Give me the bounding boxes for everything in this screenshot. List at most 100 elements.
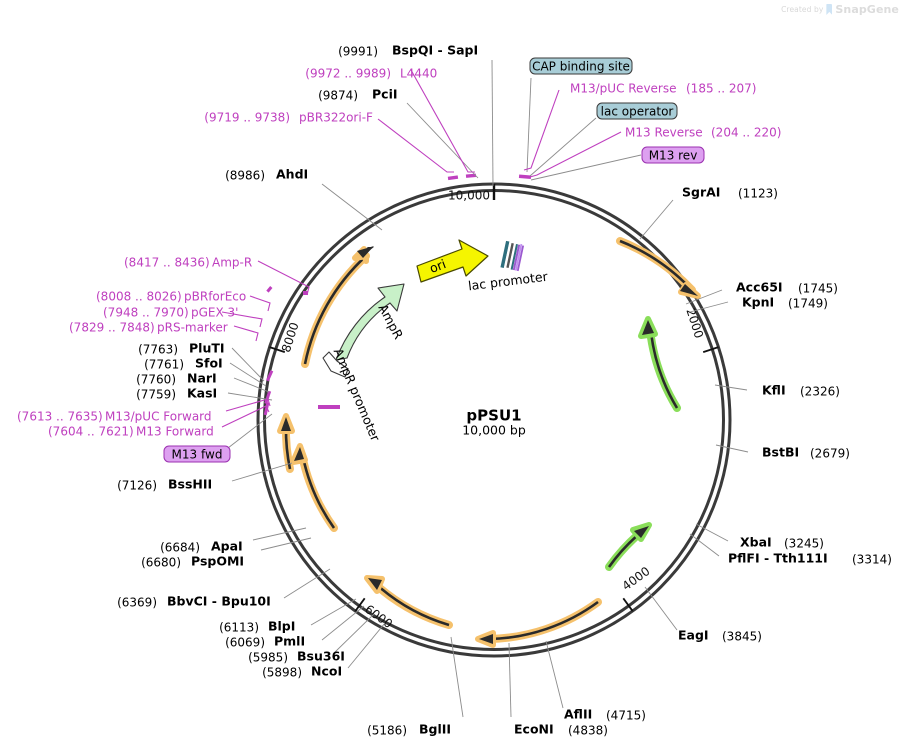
- feature-ampr-promoter[interactable]: AmpR promoter: [322, 346, 384, 444]
- primer-label-pbrforeco[interactable]: pBRforEco: [184, 290, 246, 304]
- enzyme-name-bsshii[interactable]: BssHII: [168, 477, 212, 492]
- snapgene-flag-icon: [826, 4, 833, 15]
- enzyme-position-blpi: (6113): [219, 621, 259, 635]
- enzyme-name-bbvci-bpu10i[interactable]: BbvCI - Bpu10I: [167, 594, 271, 609]
- enzyme-position-pmli: (6069): [225, 636, 265, 650]
- enzyme-name-xbai[interactable]: XbaI: [740, 535, 772, 550]
- enzyme-name-kpni[interactable]: KpnI: [742, 295, 774, 310]
- enzyme-position-bstbi: (2679): [810, 447, 850, 461]
- enzyme-position-kpni: (1749): [788, 297, 828, 311]
- enzyme-name-bspqi[interactable]: BspQI - SapI: [392, 43, 478, 58]
- enzyme-name-pmli[interactable]: PmlI: [274, 634, 305, 649]
- feature-label-ampr: AmpR: [375, 302, 406, 342]
- primer-label-m13-puc-forward[interactable]: M13/pUC Forward: [105, 410, 212, 424]
- primer-range-pbrforeco: (8008 .. 8026): [96, 290, 182, 304]
- label-group-lower-left: (5898) NcoI (5985) Bsu36I (6069) PmlI (6…: [117, 477, 345, 680]
- boxed-feature-label-cap: CAP binding site: [532, 60, 630, 74]
- primer-range-pbr322ori-f: (9719 .. 9738): [204, 111, 290, 125]
- primer-label-pbr322ori-f[interactable]: pBR322ori-F: [299, 111, 373, 125]
- enzyme-position-sgrai: (1123): [738, 187, 778, 201]
- enzyme-position-pluti: (7763): [138, 343, 178, 357]
- enzyme-name-ncoi[interactable]: NcoI: [311, 664, 342, 679]
- primer-label-m13-reverse[interactable]: M13 Reverse: [625, 126, 703, 140]
- primer-label-prs-marker[interactable]: pRS-marker: [157, 321, 228, 335]
- boxed-feature-label-m13-fwd: M13 fwd: [172, 448, 223, 462]
- boxed-feature-cap-binding-site[interactable]: CAP binding site: [529, 57, 633, 75]
- primer-label-l4440[interactable]: L4440: [400, 67, 437, 81]
- tick-label-origin: 10,000: [448, 189, 490, 203]
- tick-label-8000: 8000: [279, 321, 302, 354]
- leader-lines: [221, 59, 749, 718]
- primer-label-m13-puc-reverse[interactable]: M13/pUC Reverse: [570, 82, 677, 96]
- watermark-created-by-label: Created by: [781, 5, 824, 14]
- boxed-feature-lac-operator[interactable]: lac operator: [596, 102, 678, 120]
- enzyme-name-blpi[interactable]: BlpI: [268, 619, 295, 634]
- enzyme-position-eagi: (3845): [722, 630, 762, 644]
- primer-range-l4440: (9972 .. 9989): [305, 67, 391, 81]
- primer-range-pgex3: (7948 .. 7970): [103, 306, 189, 320]
- label-group-right: Acc65I (1745) KpnI (1749) KflI (2326) Bs…: [678, 280, 892, 644]
- primer-label-amp-r[interactable]: Amp-R: [212, 256, 252, 270]
- enzyme-position-pflfi-tth111i: (3314): [852, 553, 892, 567]
- enzyme-name-bsu36i[interactable]: Bsu36I: [297, 649, 345, 664]
- enzyme-position-bbvci-bpu10i: (6369): [117, 596, 157, 610]
- enzyme-position-pspomi: (6680): [141, 556, 181, 570]
- enzyme-name-pluti[interactable]: PluTI: [189, 341, 225, 356]
- enzyme-name-aflii[interactable]: AflII: [564, 707, 592, 722]
- enzyme-name-sfoi[interactable]: SfoI: [195, 356, 223, 371]
- enzyme-name-sgrai[interactable]: SgrAI: [682, 185, 720, 200]
- enzyme-name-bglii[interactable]: BglII: [419, 722, 451, 737]
- enzyme-name-apai[interactable]: ApaI: [211, 539, 243, 554]
- enzyme-name-nari[interactable]: NarI: [187, 371, 217, 386]
- enzyme-position-bsu36i: (5985): [248, 651, 288, 665]
- primer-range-amp-r: (8417 .. 8436): [124, 256, 210, 270]
- primer-range-m13-forward: (7604 .. 7621): [48, 425, 134, 439]
- feature-lac-promoter[interactable]: lac promoter: [467, 240, 549, 294]
- boxed-feature-m13-fwd[interactable]: M13 fwd: [163, 445, 231, 463]
- boxed-feature-m13-rev[interactable]: M13 rev: [641, 146, 705, 164]
- enzyme-name-pflfi-tth111i[interactable]: PflFI - Tth111I: [728, 551, 828, 566]
- enzyme-position-bsshii: (7126): [117, 479, 157, 493]
- green-feature-arrows: [605, 316, 681, 571]
- enzyme-position-sfoi: (7761): [144, 358, 184, 372]
- enzyme-name-bstbi[interactable]: BstBI: [762, 445, 799, 460]
- feature-ori[interactable]: ori: [416, 239, 489, 283]
- label-group-top-right: CAP binding site M13/pUC Reverse (185 ..…: [529, 57, 781, 201]
- enzyme-position-ncoi: (5898): [262, 666, 302, 680]
- enzyme-position-xbai: (3245): [784, 537, 824, 551]
- enzyme-name-acc65i[interactable]: Acc65I: [736, 280, 783, 295]
- label-group-top-left: (9991) BspQI - SapI (9972 .. 9989) L4440…: [204, 43, 478, 183]
- snapgene-watermark: Created by SnapGene: [781, 3, 899, 16]
- enzyme-position-acc65i: (1745): [798, 282, 838, 296]
- boxed-feature-label-lac-operator: lac operator: [601, 105, 674, 119]
- enzyme-name-kasi[interactable]: KasI: [187, 386, 217, 401]
- enzyme-position-econi: (4838): [568, 724, 608, 738]
- enzyme-position-kasi: (7759): [136, 388, 176, 402]
- enzyme-name-kfli[interactable]: KflI: [762, 383, 786, 398]
- plasmid-center-label: pPSU1 10,000 bp: [462, 407, 526, 438]
- plasmid-name: pPSU1: [466, 407, 521, 425]
- enzyme-position-nari: (7760): [136, 373, 176, 387]
- primer-range-m13-puc-forward: (7613 .. 7635): [17, 410, 103, 424]
- enzyme-name-pspomi[interactable]: PspOMI: [191, 554, 244, 569]
- enzyme-name-pcii[interactable]: PciI: [372, 87, 398, 102]
- plasmid-size: 10,000 bp: [462, 423, 526, 438]
- primer-ticks-on-backbone: [263, 173, 532, 416]
- feature-label-lac-promoter: lac promoter: [467, 269, 549, 294]
- enzyme-name-eagi[interactable]: EagI: [678, 628, 709, 643]
- enzyme-position-bglii: (5186): [367, 724, 407, 738]
- label-group-left: (8417 .. 8436) Amp-R (8008 .. 8026) pBRf…: [17, 256, 252, 463]
- primer-label-m13-forward[interactable]: M13 Forward: [136, 425, 214, 439]
- enzyme-position-apai: (6684): [160, 541, 200, 555]
- primer-label-pgex3[interactable]: pGEX 3': [191, 306, 238, 320]
- feature-label-ori: ori: [427, 256, 448, 276]
- enzyme-position-ahdi: (8986): [225, 169, 265, 183]
- primer-range-m13-reverse: (204 .. 220): [711, 126, 781, 140]
- enzyme-name-ahdi[interactable]: AhdI: [276, 167, 308, 182]
- primer-range-m13-puc-reverse: (185 .. 207): [686, 82, 756, 96]
- orange-feature-arrows: [277, 237, 701, 648]
- enzyme-name-econi[interactable]: EcoNI: [514, 722, 554, 737]
- enzyme-position-bspqi: (9991): [338, 45, 378, 59]
